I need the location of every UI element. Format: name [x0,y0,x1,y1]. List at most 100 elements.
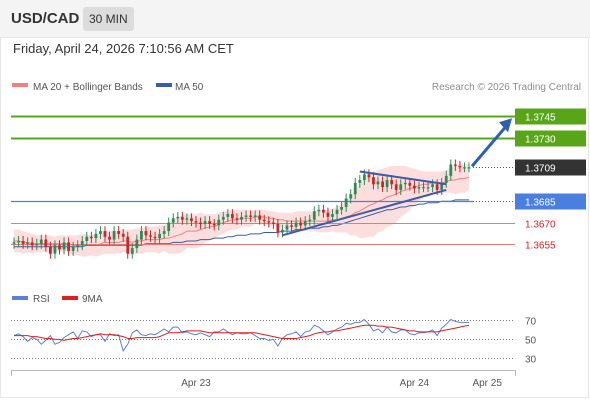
candle-body [221,216,225,220]
current-price-tag [515,159,586,176]
candle-body [413,185,416,189]
candle-body [358,180,362,183]
candle-body [212,223,216,226]
candle-body [463,167,466,169]
candle-body [403,182,407,185]
candle-body [299,222,303,226]
candle-body [417,187,421,189]
forecast-arrow-head [499,118,512,133]
candle-body [312,211,316,220]
trendline-support [282,188,447,237]
candle-body [244,215,248,217]
candle-body [322,209,325,213]
candle-body [44,239,48,247]
candle-body [431,184,434,188]
candle-body [62,242,66,250]
candle-body [331,214,334,217]
candle-body [394,184,398,190]
candle-body [140,231,143,240]
candle-body [458,165,462,168]
candle-body [285,225,289,230]
candle-body [267,221,271,223]
ma50-legend-label: MA 50 [175,82,204,93]
ma50-line [14,199,469,248]
candle-body [162,231,166,234]
candle-body [381,181,384,188]
candle-body [317,209,321,212]
credit-text: Research © 2026 Trading Central [432,82,581,93]
instrument-title: USD/CAD [11,10,80,27]
candle-body [367,174,371,178]
rsi-level-label: 50 [525,336,537,347]
candle-body [235,218,239,220]
candle-body [249,215,252,217]
rsi-line [13,318,469,353]
ma20-legend-swatch [12,83,28,87]
candle-body [276,223,280,233]
candle-body [158,233,161,239]
candle-body [344,198,348,207]
candle-body [103,231,107,237]
time-tick-label: Apr 24 [400,378,430,389]
rsi-level-label: 30 [525,355,537,366]
candle-body [422,187,425,189]
interval-button[interactable]: 30 MIN [83,7,134,31]
candle-body [335,209,339,215]
candle-body [176,216,180,219]
candle-body [94,233,98,239]
candle-body [435,184,439,190]
candle-body [326,212,330,217]
candle-body [67,242,70,251]
candle-body [372,177,375,185]
candle-body [108,236,111,240]
candle-body [85,236,89,241]
rsi-ma-legend-label: 9MA [82,294,103,305]
candle-body [49,246,52,254]
candle-body [208,221,212,224]
ma50-legend-swatch [156,83,172,87]
candle-body [58,245,61,250]
candle-body [117,231,121,234]
candle-body [376,181,380,185]
candle-body [303,221,307,226]
candle-body [399,184,403,190]
resistance-tag [515,108,586,125]
candle-body [440,182,444,190]
candle-body [53,245,57,254]
trendline-resistance [359,170,447,186]
rsi-level-label: 70 [525,317,537,328]
forecast-arrow-shaft [470,124,509,168]
candle-body [76,245,80,247]
ma20-legend-label: MA 20 + Bollinger Bands [33,82,143,93]
candle-body [21,240,25,244]
resistance-tag-label: 1.3730 [525,135,556,146]
candle-body [203,221,207,224]
current-price-label: 1.3709 [525,164,556,175]
candle-body [390,180,394,185]
candle-body [30,242,34,246]
candle-body [126,236,130,254]
candle-body [362,174,366,181]
candle-body [185,218,189,220]
support-tag-label: 1.3685 [525,198,556,209]
candle-body [308,219,312,222]
candle-body [180,216,184,220]
target-label: 1.3655 [525,241,556,252]
candle-body [112,231,116,240]
candle-body [153,236,157,239]
candle-body [258,215,262,220]
candle-body [281,229,284,233]
candle-body [12,242,16,244]
candle-body [240,216,243,220]
candle-body [217,219,221,226]
time-tick-label: Apr 23 [181,378,211,389]
candle-body [89,236,93,239]
candle-body [294,222,298,227]
candle-body [444,175,448,183]
candle-body [71,246,75,251]
candle-body [253,215,257,217]
candle-body [231,214,234,219]
target-label: 1.3670 [525,220,556,231]
candle-body [349,194,353,199]
